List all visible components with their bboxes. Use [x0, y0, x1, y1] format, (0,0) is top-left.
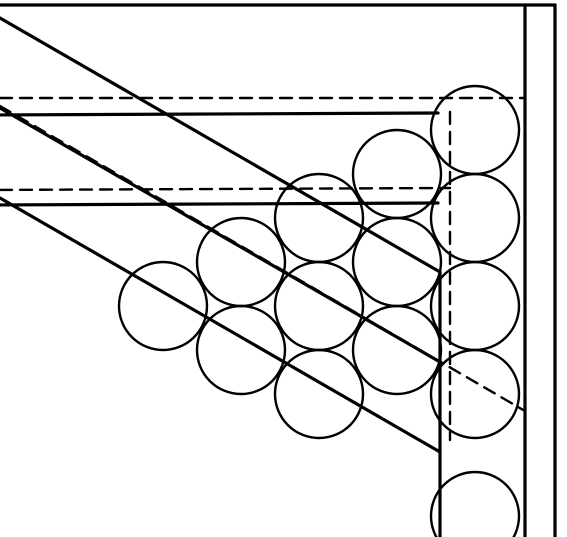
- roller-circle: [353, 306, 441, 394]
- roller-circle: [275, 350, 363, 438]
- circles-layer: [119, 86, 519, 537]
- roller-circle: [431, 472, 519, 537]
- roller-circle: [431, 174, 519, 262]
- roller-circle: [197, 218, 285, 306]
- mechanical-diagram: [0, 0, 567, 537]
- roller-circle: [431, 262, 519, 350]
- roller-circle: [353, 130, 441, 218]
- roller-circle: [431, 350, 519, 438]
- roller-circle: [275, 262, 363, 350]
- construction-line: [0, 188, 450, 190]
- edge-line: [0, 203, 438, 205]
- roller-circle: [197, 306, 285, 394]
- construction-line: [0, 106, 525, 411]
- roller-circle: [431, 86, 519, 174]
- roller-circle: [119, 262, 207, 350]
- roller-circle: [275, 174, 363, 262]
- roller-circle: [353, 218, 441, 306]
- solid-lines-layer: [0, 5, 555, 537]
- edge-line: [0, 113, 438, 115]
